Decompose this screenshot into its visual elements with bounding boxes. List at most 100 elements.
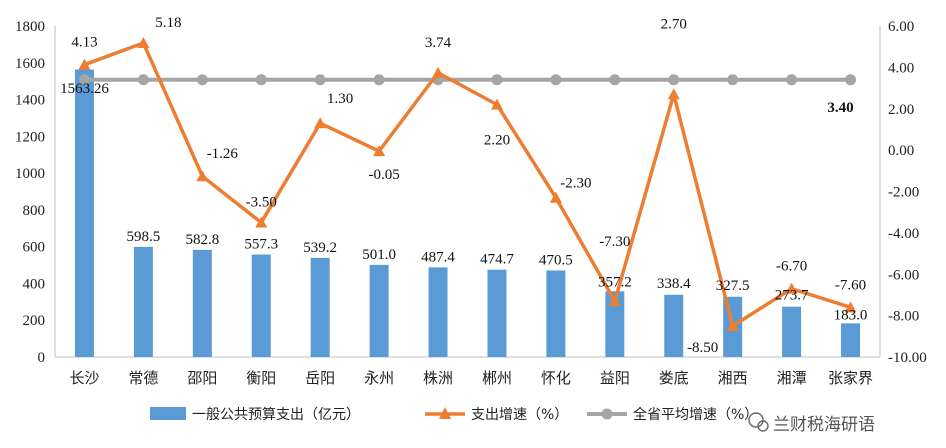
bar-value-label: 273.7 [775, 288, 809, 304]
left-axis-tick-label: 600 [23, 240, 46, 256]
right-axis-tick-label: 2.00 [888, 102, 914, 118]
growth-rate-line [83, 41, 852, 328]
right-axis-tick-label: 4.00 [888, 60, 914, 76]
bar-value-label: 1563.26 [60, 81, 109, 97]
watermark-text: 兰财税海研语 [773, 415, 875, 435]
right-axis-tick-label: -10.00 [888, 350, 927, 366]
expenditure-bar [487, 269, 507, 357]
right-axis-tick-label: 6.00 [888, 19, 914, 35]
right-axis-tick-label: 0.00 [888, 143, 914, 159]
growth-rate-point [78, 58, 91, 70]
expenditure-bar [782, 306, 802, 357]
growth-rate-point [373, 145, 386, 157]
average-growth-point [196, 74, 208, 86]
average-growth-point [137, 74, 149, 86]
expenditure-bar [841, 323, 861, 357]
growth-rate-point [255, 216, 268, 228]
growth-rate-point [667, 88, 680, 100]
growth-rate-label: -8.50 [687, 340, 718, 356]
bar-value-label: 357.2 [598, 274, 632, 290]
legend-average-marker [601, 408, 613, 420]
right-axis-tick-label: -4.00 [888, 226, 919, 242]
expenditure-bar [428, 267, 448, 357]
growth-rate-point [314, 117, 327, 129]
average-growth-point [845, 74, 857, 86]
expenditure-bar [310, 257, 330, 357]
legend-growth-marker [439, 407, 451, 419]
average-growth-point [373, 74, 385, 86]
average-growth-point [727, 74, 739, 86]
growth-rate-label: 5.18 [155, 15, 181, 31]
expenditure-bar [251, 254, 271, 357]
expenditure-bar [664, 294, 684, 357]
left-axis-tick-label: 1600 [15, 56, 45, 72]
growth-rate-point [785, 282, 798, 294]
average-growth-point [314, 74, 326, 86]
right-axis-tick-label: -2.00 [888, 185, 919, 201]
right-axis-tick-label: -8.00 [888, 309, 919, 325]
growth-rate-label: 1.30 [327, 91, 353, 107]
growth-rate-point [137, 36, 150, 48]
growth-rate-point [490, 98, 503, 110]
bar-value-label: 474.7 [480, 252, 514, 268]
average-growth-label: 3.40 [827, 100, 853, 116]
average-growth-point [491, 74, 503, 86]
bar-value-label: 327.5 [716, 278, 750, 294]
category-label: 湘潭 [777, 369, 807, 387]
bar-value-label: 183.0 [834, 307, 868, 323]
category-label: 郴州 [482, 369, 512, 387]
category-label: 常德 [128, 369, 158, 387]
growth-rate-label: 2.70 [661, 16, 687, 32]
bar-value-label: 338.4 [657, 276, 691, 292]
category-label: 长沙 [69, 369, 99, 387]
expenditure-bar [605, 291, 625, 357]
category-label: 衡阳 [246, 369, 276, 387]
bar-value-label: 539.2 [303, 240, 337, 256]
category-label: 益阳 [600, 369, 630, 387]
left-axis-tick-label: 200 [23, 313, 46, 329]
bar-value-label: 582.8 [185, 232, 219, 248]
expenditure-bar [133, 246, 153, 357]
growth-rate-label: -3.50 [246, 195, 277, 211]
growth-rate-point [196, 170, 209, 182]
left-axis-tick-label: 400 [23, 276, 46, 292]
category-label: 永州 [364, 369, 394, 387]
average-growth-point [609, 74, 621, 86]
left-axis-tick-label: 1400 [15, 93, 45, 109]
growth-rate-label: 4.13 [71, 35, 97, 51]
growth-rate-label: -1.26 [207, 146, 239, 162]
growth-rate-point [549, 191, 562, 203]
growth-rate-point [844, 301, 857, 313]
category-label: 湘西 [718, 369, 748, 387]
left-axis-tick-label: 1200 [15, 129, 45, 145]
bar-value-label: 598.5 [127, 229, 161, 245]
category-label: 邵阳 [187, 369, 217, 387]
left-axis-tick-label: 0 [38, 350, 46, 366]
growth-rate-label: -6.70 [776, 259, 807, 275]
average-growth-point [255, 74, 267, 86]
wechat-icon-inner [757, 420, 769, 432]
growth-rate-label: 3.74 [425, 35, 452, 51]
growth-rate-label: -2.30 [560, 176, 591, 192]
average-growth-point [668, 74, 680, 86]
average-growth-point [78, 74, 90, 86]
legend-growth-label: 支出增速（%） [471, 407, 568, 423]
average-growth-point [550, 74, 562, 86]
growth-rate-label: -7.60 [835, 277, 866, 293]
left-axis-tick-label: 1800 [15, 19, 45, 35]
category-label: 张家界 [828, 369, 873, 387]
expenditure-bar [74, 69, 94, 357]
legend-bar-label: 一般公共预算支出（亿元） [192, 407, 360, 423]
growth-rate-point [432, 66, 445, 78]
category-label: 怀化 [541, 369, 571, 387]
expenditure-bar [369, 264, 389, 357]
legend-average-label: 全省平均增速（%） [633, 406, 758, 423]
bar-value-label: 557.3 [244, 237, 278, 253]
bar-value-label: 487.4 [421, 249, 455, 265]
growth-rate-label: -7.30 [599, 234, 630, 250]
left-axis-tick-label: 1000 [15, 166, 45, 182]
bar-value-label: 470.5 [539, 252, 573, 268]
average-growth-point [786, 74, 798, 86]
